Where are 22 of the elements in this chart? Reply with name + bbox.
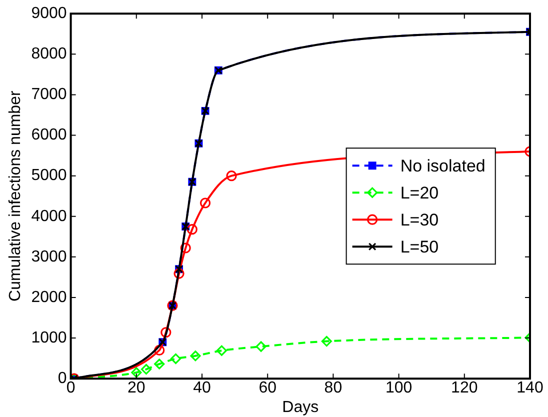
x-tick-label: 60 — [258, 380, 277, 397]
x-tick-label: 100 — [385, 380, 412, 397]
y-tick-label: 4000 — [31, 208, 67, 225]
x-tick-label: 120 — [451, 380, 478, 397]
y-tick-label: 9000 — [31, 5, 67, 22]
y-tick-label: 7000 — [31, 86, 67, 104]
y-tick-label: 2000 — [31, 288, 67, 306]
legend-label: No isolated — [400, 156, 486, 176]
y-tick-label: 6000 — [31, 126, 67, 144]
x-tick-label: 140 — [516, 380, 544, 397]
y-axis-title: Cumulative infections number — [7, 90, 24, 302]
legend-label: L=50 — [400, 237, 439, 256]
y-tick-label: 5000 — [31, 167, 67, 184]
legend-label: L=30 — [400, 210, 439, 230]
x-tick-label: 20 — [127, 380, 146, 397]
x-tick-label: 40 — [193, 380, 211, 397]
legend-label: L=20 — [400, 183, 439, 202]
y-tick-label: 3000 — [31, 248, 67, 266]
x-tick-label: 80 — [324, 380, 342, 397]
y-tick-label: 1000 — [31, 329, 67, 346]
y-tick-label: 8000 — [31, 46, 67, 63]
x-axis-title: Days — [282, 398, 319, 416]
